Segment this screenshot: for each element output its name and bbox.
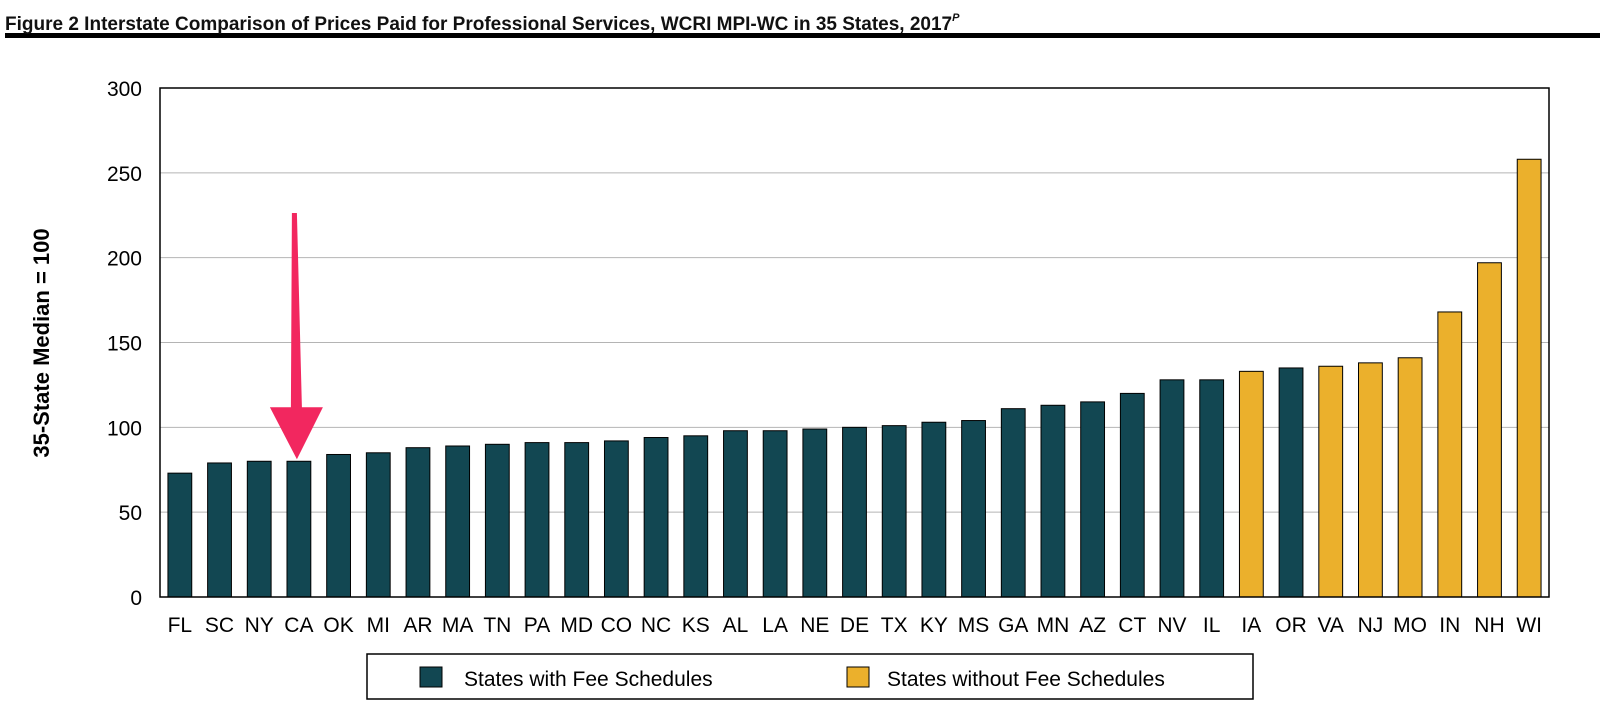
x-tick-label: NV — [1157, 614, 1186, 637]
y-tick-labels: 0 50 100 150 200 250 300 — [107, 78, 142, 610]
bar-ky — [921, 421, 947, 598]
figure-title: Figure 2 Interstate Comparison of Prices… — [5, 4, 1600, 39]
x-tick-label: IL — [1203, 614, 1221, 637]
bar-ma — [445, 445, 471, 598]
bars — [167, 158, 1542, 598]
x-tick-label: VA — [1317, 614, 1343, 637]
arrow-icon — [269, 213, 323, 460]
bar-co — [603, 440, 629, 598]
x-tick-label: OR — [1275, 614, 1307, 637]
legend: States with Fee Schedules States without… — [366, 653, 1254, 700]
x-tick-label: AR — [403, 614, 432, 637]
bar-il — [1199, 379, 1225, 598]
bar-nv — [1159, 379, 1185, 598]
ca-arrow-annotation — [269, 213, 323, 460]
figure-title-bar: Figure 2 Interstate Comparison of Prices… — [5, 4, 1600, 38]
y-tick-label: 100 — [107, 417, 142, 440]
bar-fl — [167, 472, 193, 598]
bar-ne — [802, 428, 828, 598]
legend-label-with-fee: States with Fee Schedules — [464, 668, 713, 691]
x-tick-label: CO — [601, 614, 633, 637]
y-tick-label: 150 — [107, 333, 142, 356]
bar-de — [842, 426, 867, 598]
plot-frame — [159, 87, 1550, 598]
bar-pa — [524, 442, 550, 598]
bar-ga — [1000, 408, 1026, 598]
x-tick-label: IA — [1241, 614, 1261, 637]
bar-va — [1318, 365, 1344, 598]
legend-label-without-fee: States without Fee Schedules — [887, 668, 1165, 691]
bar-ks — [683, 435, 709, 598]
x-tick-label: AL — [723, 614, 749, 637]
x-tick-label: FL — [168, 614, 193, 637]
bar-nc — [643, 437, 669, 598]
bar-la — [762, 430, 788, 598]
x-tick-label: NH — [1474, 614, 1504, 637]
x-tick-label: PA — [524, 614, 550, 637]
y-tick-label: 200 — [107, 248, 142, 271]
legend-swatch-without-fee — [846, 666, 870, 688]
bar-nj — [1358, 362, 1383, 598]
x-tick-label: LA — [762, 614, 788, 637]
bar-nh — [1477, 262, 1502, 598]
bar-mn — [1040, 404, 1066, 598]
x-tick-label: NC — [641, 614, 671, 637]
bar-md — [564, 442, 590, 598]
x-tick-label: SC — [205, 614, 234, 637]
x-tick-label: KS — [682, 614, 710, 637]
y-tick-label: 300 — [107, 78, 142, 101]
x-tick-label: CA — [284, 614, 313, 637]
x-tick-label: MD — [560, 614, 593, 637]
y-tick-label: 50 — [119, 502, 142, 525]
bar-tx — [881, 425, 907, 598]
bar-ok — [326, 453, 351, 598]
bar-tn — [484, 443, 510, 598]
y-tick-label: 0 — [130, 587, 142, 610]
bar-mi — [365, 452, 391, 598]
x-tick-label: NY — [245, 614, 274, 637]
x-tick-label: MS — [958, 614, 990, 637]
preliminary-superscript: P — [952, 12, 960, 24]
bar-wi — [1516, 158, 1542, 598]
bar-mo — [1397, 357, 1423, 598]
x-tick-label: MO — [1393, 614, 1427, 637]
bar-ca — [286, 460, 312, 598]
bar-al — [723, 430, 748, 598]
x-tick-label: GA — [998, 614, 1028, 637]
x-tick-label: KY — [920, 614, 948, 637]
x-tick-label: CT — [1118, 614, 1146, 637]
bar-ia — [1238, 370, 1264, 598]
x-tick-labels: FL SC NY CA OK MI AR MA TN PA MD CO NC KS AL LA NE DE TX KY… — [168, 614, 1542, 637]
bar-or — [1278, 367, 1304, 598]
figure-title-text: Figure 2 Interstate Comparison of Prices… — [5, 14, 953, 35]
x-tick-label: MI — [367, 614, 390, 637]
x-tick-label: DE — [840, 614, 869, 637]
x-tick-label: MA — [442, 614, 474, 637]
bar-in — [1437, 311, 1463, 598]
x-tick-label: IN — [1439, 614, 1460, 637]
y-tick-label: 250 — [107, 163, 142, 186]
y-axis-label: 35-State Median = 100 — [29, 228, 54, 457]
bar-sc — [207, 462, 232, 598]
legend-swatch-with-fee — [419, 666, 443, 688]
x-tick-label: AZ — [1079, 614, 1106, 637]
bar-ms — [961, 420, 986, 598]
bar-ct — [1119, 392, 1145, 598]
bar-az — [1080, 401, 1106, 598]
x-tick-label: NE — [800, 614, 829, 637]
x-tick-label: WI — [1516, 614, 1542, 637]
legend-frame — [366, 653, 1254, 700]
x-tick-label: OK — [323, 614, 353, 637]
x-tick-label: NJ — [1358, 614, 1384, 637]
x-tick-label: TX — [881, 614, 908, 637]
bar-ny — [246, 460, 272, 598]
bar-ar — [405, 447, 431, 598]
x-tick-label: TN — [483, 614, 511, 637]
gridlines — [160, 172, 1549, 513]
x-tick-label: MN — [1037, 614, 1070, 637]
